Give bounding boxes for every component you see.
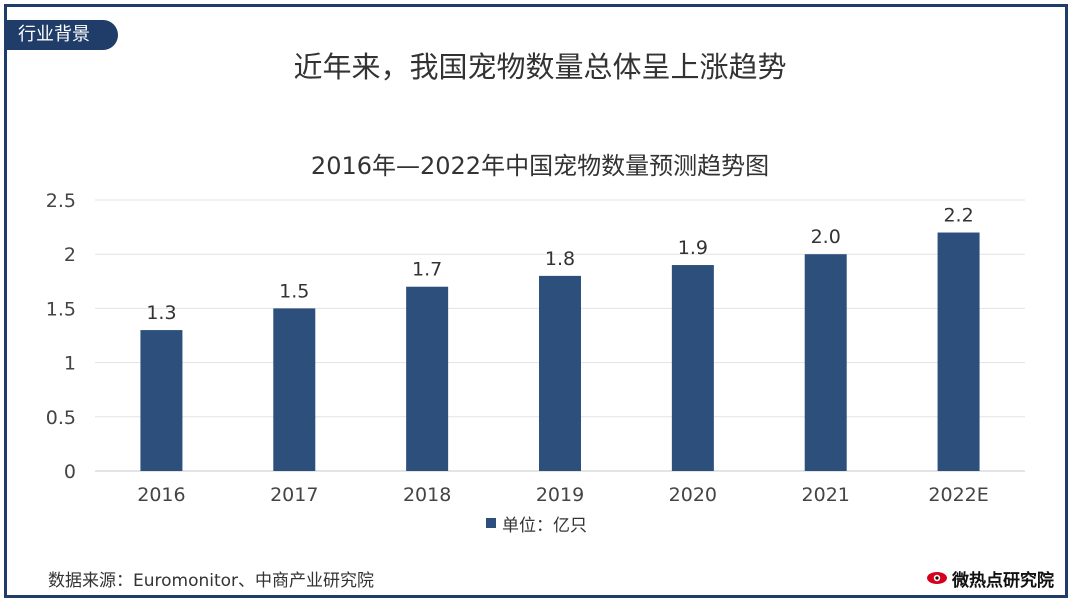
data-label-2017: 1.5 bbox=[279, 280, 309, 302]
bar-2016 bbox=[140, 330, 183, 471]
data-label-2020: 1.9 bbox=[678, 237, 708, 259]
x-tick-label-2017: 2017 bbox=[270, 484, 318, 506]
legend-label: 单位：亿只 bbox=[502, 515, 587, 536]
slide-frame bbox=[4, 4, 1068, 598]
data-label-2021: 2.0 bbox=[811, 226, 841, 248]
bar-2019 bbox=[539, 275, 581, 471]
y-tick-label: 1.5 bbox=[46, 298, 76, 320]
bar-2021 bbox=[804, 254, 847, 471]
x-tick-label-2021: 2021 bbox=[802, 484, 850, 506]
y-tick-label: 2.5 bbox=[46, 190, 76, 212]
x-axis-ticks: 2016 2017 2018 2019 2020 2021 2022E bbox=[137, 484, 989, 506]
source-note: 数据来源：Euromonitor、中商产业研究院 bbox=[48, 571, 375, 591]
page-title: 近年来，我国宠物数量总体呈上涨趋势 bbox=[293, 50, 787, 84]
x-tick-label-2019: 2019 bbox=[536, 484, 584, 506]
data-labels: 1.3 1.5 1.7 1.8 1.9 2.0 2.2 bbox=[146, 205, 973, 325]
data-label-2018: 1.7 bbox=[412, 259, 442, 281]
y-tick-label: 0.5 bbox=[46, 407, 76, 429]
x-tick-label-2016: 2016 bbox=[137, 484, 185, 506]
data-label-2019: 1.8 bbox=[545, 248, 575, 270]
x-tick-label-2022E: 2022E bbox=[928, 484, 988, 506]
brand-logo: 微热点研究院 bbox=[926, 565, 1054, 591]
bar-2017 bbox=[273, 308, 316, 471]
y-axis-ticks: 0 0.5 1 1.5 2 2.5 bbox=[46, 190, 76, 483]
bars bbox=[140, 232, 980, 471]
y-tick-label: 2 bbox=[64, 244, 76, 266]
brand-name: 微热点研究院 bbox=[952, 570, 1054, 591]
chart-title: 2016年—2022年中国宠物数量预测趋势图 bbox=[310, 152, 770, 180]
data-label-2016: 1.3 bbox=[146, 302, 176, 324]
bar-2020 bbox=[671, 265, 714, 471]
data-label-2022E: 2.2 bbox=[943, 205, 973, 227]
bar-2022E bbox=[937, 232, 980, 471]
x-tick-label-2020: 2020 bbox=[669, 484, 717, 506]
bar-2018 bbox=[406, 286, 449, 471]
x-tick-label-2018: 2018 bbox=[403, 484, 451, 506]
legend: 单位：亿只 bbox=[486, 512, 587, 536]
section-tag: 行业背景 bbox=[4, 20, 118, 50]
y-tick-label: 1 bbox=[64, 353, 76, 375]
eye-icon bbox=[926, 570, 948, 586]
y-tick-label: 0 bbox=[64, 461, 76, 483]
legend-swatch bbox=[486, 518, 496, 528]
